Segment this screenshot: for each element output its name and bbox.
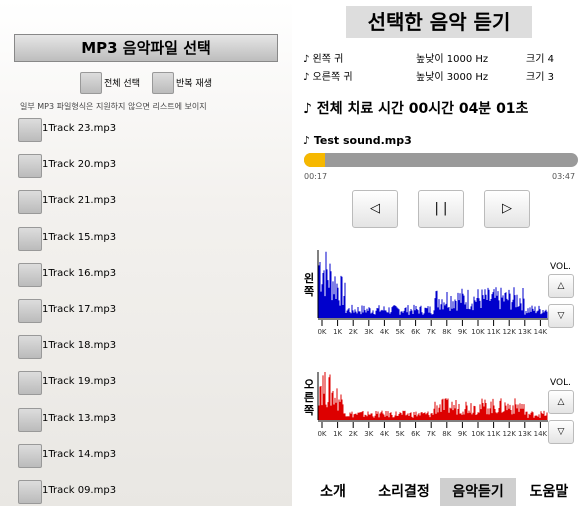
freq-label: 0K: [317, 430, 326, 438]
track-name[interactable]: 1Track 17.mp3: [42, 304, 117, 315]
tab[interactable]: 소리결정: [378, 484, 430, 500]
left-title: MP3 음악파일 선택: [14, 34, 278, 62]
control-button[interactable]: ◁: [352, 190, 398, 228]
total-time: ♪ 전체 치료 시간 00시간 04분 01초: [303, 101, 529, 117]
freq-label: 7K: [427, 430, 436, 438]
freq-label: 12K: [502, 430, 516, 438]
track-name[interactable]: 1Track 15.mp3: [42, 231, 117, 243]
right-title: 선택한 음악 듣기: [346, 6, 532, 38]
freq-label: 3K: [364, 328, 373, 336]
freq-label: 2K: [349, 430, 358, 438]
freq-label: 14K: [534, 430, 548, 438]
freq-label: 1K: [333, 328, 342, 336]
checkbox[interactable]: [18, 480, 42, 504]
left-panel: [0, 0, 292, 506]
track-name[interactable]: 1Track 23.mp3: [42, 123, 117, 134]
checkbox[interactable]: [18, 335, 42, 360]
progress-fill: [304, 153, 325, 167]
freq-label: 13K: [518, 328, 532, 336]
checkbox[interactable]: [18, 262, 42, 287]
checkbox[interactable]: [80, 72, 102, 94]
track-name[interactable]: 1Track 20.mp3: [42, 159, 117, 171]
tab[interactable]: 소개: [320, 484, 346, 500]
track-name[interactable]: 1Track 16.mp3: [42, 267, 117, 279]
elapsed: 00:17: [304, 172, 328, 181]
ear-label: ♪ 왼쪽 귀: [303, 54, 344, 65]
freq-label: 12K: [502, 328, 516, 336]
track-name[interactable]: 1Track 14.mp3: [42, 448, 117, 460]
freq-label: 14K: [534, 328, 548, 336]
ear-label: ♪ 오른쪽 귀: [303, 72, 353, 83]
checkbox[interactable]: [152, 72, 174, 94]
progress-track[interactable]: [304, 153, 578, 167]
freq-label: 0K: [317, 328, 326, 336]
freq-label: 4K: [380, 328, 389, 336]
freq-label: 10K: [471, 328, 485, 336]
checkbox[interactable]: [18, 118, 42, 142]
vol-button[interactable]: △: [548, 274, 574, 298]
option[interactable]: 전체 선택: [104, 79, 140, 89]
freq-label: 11K: [487, 430, 501, 438]
freq-label: 5K: [395, 328, 404, 336]
freq-label: 1K: [333, 430, 342, 438]
control-button[interactable]: | |: [418, 190, 464, 228]
track-name[interactable]: 1Track 19.mp3: [42, 376, 117, 388]
freq-label: 9K: [458, 430, 467, 438]
vol-label: VOL.: [550, 262, 571, 272]
file-name: ♪ Test sound.mp3: [303, 134, 412, 147]
ear-volume: 크기 3: [526, 72, 554, 83]
option[interactable]: 반복 재생: [176, 79, 212, 89]
freq-label: 11K: [487, 328, 501, 336]
checkbox[interactable]: [18, 407, 42, 432]
track-name[interactable]: 1Track 18.mp3: [42, 340, 117, 352]
vol-button[interactable]: ▽: [548, 304, 574, 328]
freq-label: 6K: [411, 430, 420, 438]
notice: 일부 MP3 파일형식은 지원하지 않으면 리스트에 보이지: [20, 102, 207, 111]
checkbox[interactable]: [18, 190, 42, 215]
ear-pitch: 높낮이 1000 Hz: [416, 54, 489, 65]
freq-label: 5K: [395, 430, 404, 438]
freq-label: 8K: [442, 430, 451, 438]
vol-button[interactable]: △: [548, 390, 574, 414]
freq-label: 6K: [411, 328, 420, 336]
freq-label: 2K: [349, 328, 358, 336]
freq-label: 9K: [458, 328, 467, 336]
vol-label: VOL.: [550, 378, 571, 388]
checkbox[interactable]: [18, 226, 42, 251]
duration: 03:47: [552, 172, 576, 181]
checkbox[interactable]: [18, 299, 42, 323]
freq-label: 13K: [518, 430, 532, 438]
tab[interactable]: 도움말: [529, 484, 569, 500]
freq-label: 4K: [380, 430, 389, 438]
spectrum-bars: [318, 251, 548, 318]
ear-pitch: 높낮이 3000 Hz: [416, 72, 489, 83]
freq-label: 7K: [427, 328, 436, 336]
track-name[interactable]: 1Track 21.mp3: [42, 195, 117, 207]
ear-volume: 크기 4: [526, 54, 554, 65]
track-name[interactable]: 1Track 09.mp3: [42, 485, 117, 496]
checkbox[interactable]: [18, 443, 42, 468]
tab[interactable]: 음악듣기: [440, 478, 516, 506]
spectrum-bars: [318, 372, 548, 420]
track-name[interactable]: 1Track 13.mp3: [42, 412, 117, 424]
checkbox[interactable]: [18, 371, 42, 396]
control-button[interactable]: ▷: [484, 190, 530, 228]
vol-button[interactable]: ▽: [548, 420, 574, 444]
freq-label: 3K: [364, 430, 373, 438]
checkbox[interactable]: [18, 154, 42, 179]
freq-label: 10K: [471, 430, 485, 438]
freq-label: 8K: [442, 328, 451, 336]
